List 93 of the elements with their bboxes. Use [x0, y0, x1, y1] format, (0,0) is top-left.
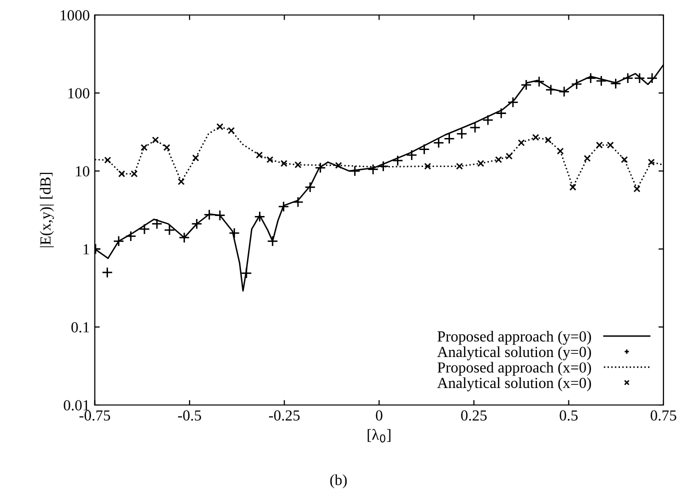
point: [433, 137, 444, 148]
point: [545, 84, 556, 96]
x-tick-label: 0.75: [650, 410, 676, 421]
point: [151, 218, 163, 230]
x-tick-label: 0.25: [461, 410, 487, 421]
point: [596, 75, 607, 86]
point: [444, 133, 455, 144]
point: [266, 156, 274, 164]
legend-label: Proposed approach (y=0): [438, 330, 591, 345]
y-tick-label: 0.01: [64, 400, 89, 411]
point: [178, 178, 185, 186]
point: [620, 156, 628, 164]
point: [456, 162, 463, 170]
point: [256, 152, 263, 159]
point: [506, 152, 513, 160]
point: [152, 136, 159, 144]
x-tick-label: -0.5: [178, 410, 202, 421]
text: (b): [330, 474, 347, 488]
point: [192, 154, 200, 162]
point: [495, 156, 502, 164]
point: [571, 78, 582, 90]
point: [216, 123, 224, 130]
y-axis-title: |E(x,y)| [dB]: [40, 172, 54, 248]
point: [648, 158, 655, 166]
point: [496, 108, 507, 119]
point: [518, 139, 525, 146]
point: [254, 211, 266, 222]
point: [104, 156, 112, 164]
point: [335, 162, 342, 169]
point: [138, 224, 150, 235]
point: [314, 162, 326, 174]
point: [606, 142, 614, 149]
point: [140, 144, 148, 151]
point: [534, 76, 545, 88]
y-tick-label: 100: [68, 88, 90, 98]
point: [267, 236, 278, 247]
point: [178, 232, 190, 244]
point: [610, 78, 622, 90]
point: [418, 144, 430, 155]
point: [304, 182, 316, 193]
x-tick-label: 0.5: [560, 410, 578, 421]
point: [584, 154, 591, 162]
point: [378, 160, 389, 172]
point: [520, 79, 532, 90]
point: [558, 86, 570, 98]
point: [228, 228, 240, 239]
point: [130, 170, 138, 178]
point: [482, 114, 494, 126]
point: [424, 162, 432, 170]
point: [163, 144, 170, 151]
point: [544, 136, 552, 144]
point: [292, 196, 304, 208]
point: [622, 72, 634, 84]
x-tick-label: 0: [376, 410, 382, 421]
point: [532, 134, 540, 141]
point: [204, 209, 215, 220]
point: [469, 122, 481, 134]
point: [556, 148, 564, 155]
point: [596, 142, 603, 149]
legend-label: Analytical solution (y=0): [437, 346, 591, 360]
point: [278, 201, 290, 212]
point: [477, 160, 484, 167]
x-tick-label: -0.25: [268, 410, 300, 421]
legend-label: Analytical solution (x=0): [437, 377, 591, 392]
point: [118, 170, 126, 178]
legend-label: Proposed approach (x=0): [438, 362, 591, 376]
point: [392, 155, 404, 166]
point: [113, 236, 124, 247]
point: [214, 210, 226, 221]
point: [406, 150, 418, 161]
point: [585, 72, 596, 84]
point: [507, 96, 519, 108]
point: [280, 160, 288, 167]
y-tick-label: 1: [84, 244, 89, 254]
point: [646, 72, 658, 84]
point: [569, 184, 576, 191]
y-tick-label: 0.1: [71, 322, 89, 333]
point: [633, 185, 640, 192]
point: [191, 218, 202, 230]
point: [294, 161, 302, 168]
point: [164, 224, 176, 236]
point: [102, 266, 113, 278]
point: [456, 128, 468, 140]
point: [240, 268, 252, 279]
point: [228, 127, 235, 134]
x-tick-label: -0.75: [79, 410, 110, 421]
point: [634, 72, 646, 84]
point: [125, 230, 136, 242]
point: [368, 164, 379, 175]
point: [349, 165, 360, 177]
x-axis-title: [λ$_{0}$]: [368, 429, 390, 442]
y-tick-label: 10: [76, 166, 90, 176]
y-tick-label: 1000: [60, 10, 90, 20]
